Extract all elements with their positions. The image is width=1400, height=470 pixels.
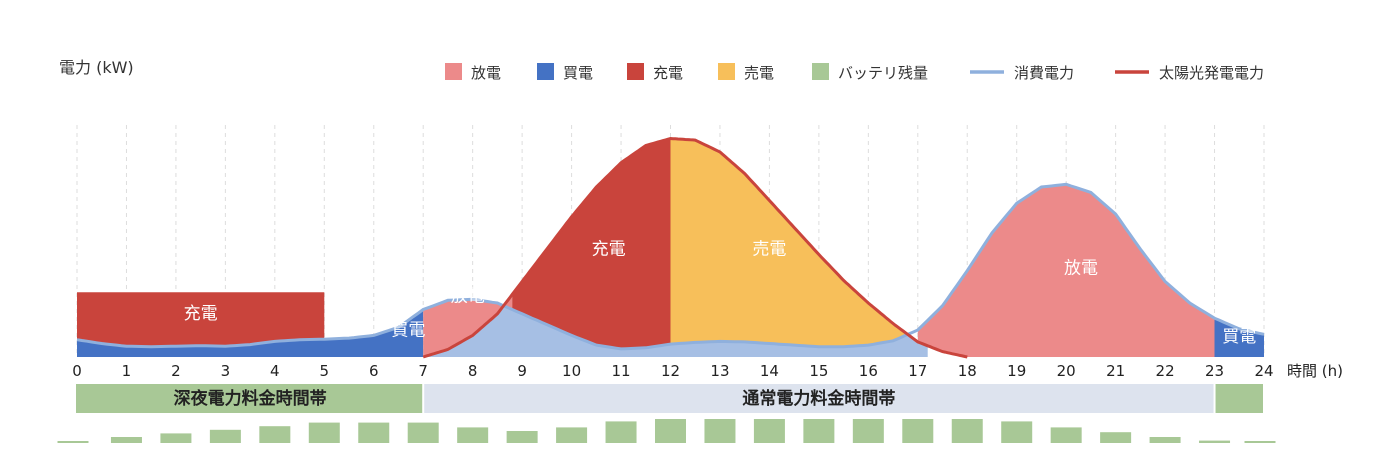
battery-bar: [803, 419, 835, 443]
area-label: 充電: [184, 304, 218, 324]
battery-bar: [506, 431, 538, 443]
x-tick-label: 18: [958, 362, 977, 380]
legend-swatch-battery: [812, 63, 829, 80]
x-tick-label: 3: [221, 362, 231, 380]
legend-swatch-charge: [627, 63, 644, 80]
battery-bar: [753, 419, 785, 443]
area-label: 買電: [1222, 327, 1256, 347]
battery-bar: [358, 422, 390, 443]
battery-bar: [1050, 427, 1082, 443]
tariff-band: [76, 384, 423, 413]
consumption-line: [76, 182, 1265, 351]
x-tick-label: 24: [1254, 362, 1273, 380]
legend-label-buy: 買電: [563, 64, 593, 82]
legend-swatch-buy: [537, 63, 554, 80]
x-tick-label: 12: [661, 362, 680, 380]
legend-swatch-sell: [718, 63, 735, 80]
x-tick-label: 0: [72, 362, 82, 380]
battery-bar: [407, 422, 439, 443]
battery-bar: [259, 426, 291, 443]
solar-line: [422, 136, 968, 359]
x-tick-label: 11: [611, 362, 630, 380]
legend-label-consumption: 消費電力: [1014, 64, 1074, 82]
battery-bar: [852, 419, 884, 443]
x-tick-label: 20: [1057, 362, 1076, 380]
charge-area-midday: [512, 138, 671, 349]
tariff-band-label: 深夜電力料金時間帯: [174, 388, 327, 409]
x-tick-label: 22: [1156, 362, 1175, 380]
battery-bar: [1001, 421, 1033, 443]
x-tick-label: 1: [122, 362, 132, 380]
buy-area-night: [77, 309, 424, 357]
battery-bar: [457, 427, 489, 443]
battery-bar: [556, 427, 588, 443]
battery-bar: [704, 419, 736, 443]
x-tick-label: 13: [710, 362, 729, 380]
battery-bar: [1199, 440, 1231, 443]
battery-bar: [902, 419, 934, 443]
legend-label-solar: 太陽光発電電力: [1159, 64, 1264, 82]
battery-bar: [605, 421, 637, 443]
battery-bar: [951, 419, 983, 443]
discharge-area-evening: [917, 184, 1215, 357]
discharge-area-morning: [423, 294, 513, 357]
x-axis-label: 時間 (h): [1287, 362, 1343, 380]
battery-bar: [1100, 432, 1132, 443]
buy-area-late: [1214, 318, 1264, 357]
x-tick-label: 4: [270, 362, 280, 380]
battery-bar: [209, 429, 241, 443]
x-tick-label: 6: [369, 362, 379, 380]
tariff-band-label: 通常電力料金時間帯: [742, 388, 895, 409]
x-tick-label: 19: [1007, 362, 1026, 380]
battery-bar: [160, 433, 192, 443]
sell-area: [670, 138, 928, 347]
battery-bar: [1149, 437, 1181, 443]
x-tick-label: 16: [859, 362, 878, 380]
x-tick-label: 2: [171, 362, 181, 380]
battery-bar: [308, 422, 340, 443]
battery-bar: [655, 419, 686, 443]
battery-bar: [1244, 441, 1276, 443]
x-tick-label: 7: [418, 362, 428, 380]
y-axis-label: 電力 (kW): [59, 58, 134, 77]
x-tick-label: 8: [468, 362, 478, 380]
battery-bar: [110, 437, 142, 443]
area-label: 放電: [1064, 258, 1098, 278]
area-label: 買電: [391, 320, 425, 340]
solar-self-use-area: [423, 306, 928, 357]
area-label: 売電: [752, 239, 786, 259]
x-tick-label: 15: [809, 362, 828, 380]
x-tick-label: 9: [517, 362, 527, 380]
area-label: 放電: [451, 286, 485, 306]
x-tick-label: 17: [908, 362, 927, 380]
x-tick-label: 21: [1106, 362, 1125, 380]
x-tick-label: 14: [760, 362, 779, 380]
x-tick-label: 10: [562, 362, 581, 380]
legend-label-charge: 充電: [653, 64, 683, 82]
area-label: 充電: [592, 239, 626, 259]
legend-label-sell: 売電: [744, 64, 774, 82]
x-tick-label: 23: [1205, 362, 1224, 380]
battery-bar: [57, 441, 89, 443]
x-tick-label: 5: [320, 362, 330, 380]
legend-label-discharge: 放電: [471, 64, 501, 82]
legend-label-battery: バッテリ残量: [838, 64, 928, 82]
tariff-band: [1215, 384, 1263, 413]
legend-swatch-discharge: [445, 63, 462, 80]
tariff-band: [424, 384, 1214, 413]
